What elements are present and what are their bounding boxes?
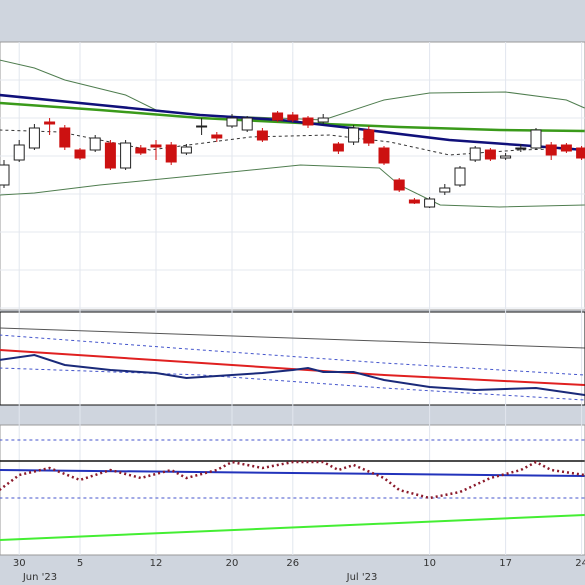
candle-body: [272, 112, 284, 121]
line: [0, 460, 585, 500]
candle-body: [287, 114, 299, 121]
candle-body: [332, 143, 344, 152]
x-tick-label: 10: [423, 558, 436, 569]
candle-body: [576, 147, 585, 159]
marks: [0, 59, 585, 541]
candle-body: [545, 144, 557, 156]
x-tick-label: 24: [575, 558, 585, 569]
month-label: Jun '23: [22, 572, 57, 583]
x-tick-label: 12: [150, 558, 163, 569]
candle-body: [196, 125, 208, 128]
candle-body: [59, 127, 71, 148]
candle-body: [89, 137, 101, 151]
candle-body: [104, 142, 116, 169]
line: [0, 93, 585, 152]
x-tick-label: 26: [286, 558, 299, 569]
line: [0, 514, 585, 541]
x-tick-label: 30: [13, 558, 26, 569]
line: [0, 353, 585, 396]
candle-body: [484, 149, 496, 160]
candle-body: [150, 144, 162, 148]
line: [0, 469, 585, 477]
line: [0, 164, 585, 208]
candle-body: [120, 142, 132, 169]
candle-body: [378, 147, 390, 164]
x-tick-label: 17: [499, 558, 512, 569]
candle-body: [469, 147, 481, 161]
candle-body: [530, 129, 542, 149]
candle-body: [74, 149, 86, 159]
candle-body: [135, 147, 147, 154]
candle-body: [13, 144, 25, 161]
candle-body: [348, 127, 360, 143]
candle-body: [515, 147, 527, 150]
candle-body: [500, 155, 512, 159]
candle-body: [363, 129, 375, 144]
candle-body: [165, 144, 177, 163]
x-tick-label: 20: [226, 558, 239, 569]
candle-body: [454, 167, 466, 186]
candle-body: [408, 199, 420, 204]
candle-body: [180, 146, 192, 154]
line: [0, 334, 585, 376]
candle-body: [424, 198, 436, 208]
month-label: Jul '23: [346, 572, 378, 583]
candle-body: [211, 134, 223, 139]
candle-body: [44, 121, 56, 125]
candle-body: [226, 117, 238, 127]
candle-body: [256, 130, 268, 141]
x-tick-label: 5: [77, 558, 83, 569]
candle-body: [241, 117, 253, 131]
candle-body: [28, 127, 40, 149]
candle-body: [317, 117, 329, 123]
candle-body: [393, 179, 405, 191]
candle-body: [302, 117, 314, 126]
candle-body: [0, 164, 10, 186]
candle-body: [560, 144, 572, 152]
line: [0, 327, 585, 349]
candle-body: [439, 187, 451, 193]
